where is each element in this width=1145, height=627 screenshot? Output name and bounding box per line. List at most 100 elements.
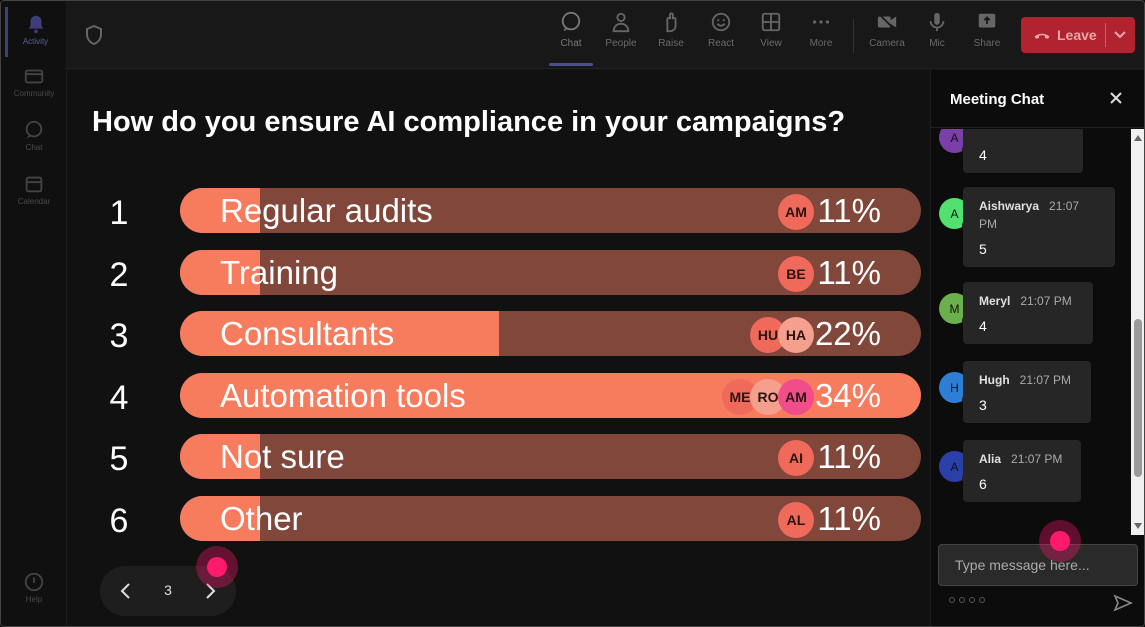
- option-bar[interactable]: Automation tools 34% ME RO AM: [180, 372, 921, 418]
- rail-item-label: Help: [25, 595, 43, 604]
- toolbar-more-button[interactable]: More: [799, 11, 843, 61]
- app-rail: Activity Community Chat Calendar Help: [1, 1, 67, 626]
- option-bar[interactable]: Regular audits 11% AM: [180, 188, 921, 233]
- community-icon: [24, 69, 44, 84]
- poll-option-row[interactable]: 6 Other 11% AL: [67, 495, 929, 542]
- toolbar-separator: [853, 19, 854, 53]
- people-icon: [612, 12, 630, 33]
- rail-item-activity[interactable]: Activity: [5, 7, 63, 57]
- message-bubble: Hugh 21:07 PM 3: [963, 361, 1091, 423]
- voter-avatar: AI: [778, 440, 814, 476]
- toolbar-raise-button[interactable]: Raise: [649, 11, 693, 61]
- toolbar-camera-button[interactable]: Camera: [865, 11, 909, 61]
- voter-avatar: BE: [778, 255, 814, 292]
- leave-button[interactable]: Leave: [1021, 17, 1135, 53]
- smiley-icon: [711, 12, 731, 32]
- message-body: 5: [979, 241, 987, 257]
- toolbar-share-button[interactable]: Share: [965, 11, 1009, 61]
- option-label: Training: [220, 253, 338, 291]
- shield-icon[interactable]: [85, 25, 103, 45]
- rail-item-label: Community: [13, 89, 55, 98]
- poll-option-row[interactable]: 2 Training 11% BE: [67, 249, 929, 296]
- toolbar-people-button[interactable]: People: [599, 11, 643, 61]
- emoji-icon[interactable]: [969, 597, 975, 603]
- option-label: Automation tools: [220, 376, 466, 414]
- rail-item-chat[interactable]: Chat: [5, 113, 63, 163]
- camera-off-icon: [877, 13, 897, 31]
- share-icon: [978, 13, 996, 28]
- chat-icon: [25, 120, 43, 139]
- chevron-down-icon[interactable]: [1113, 27, 1127, 41]
- toolbar-mic-button[interactable]: Mic: [915, 11, 959, 61]
- option-bar-fill: [180, 311, 499, 356]
- toolbar-button-label: People: [605, 38, 637, 49]
- send-icon[interactable]: [1113, 593, 1133, 613]
- voter-avatar: AM: [778, 378, 814, 415]
- rail-item-label: Calendar: [17, 197, 51, 206]
- option-bar[interactable]: Other 11% AL: [180, 495, 921, 541]
- chat-scrollbar[interactable]: [1131, 129, 1144, 535]
- option-label: Consultants: [220, 315, 395, 352]
- option-bar-fill: [180, 495, 260, 541]
- option-bar[interactable]: Not sure 11% AI: [180, 434, 921, 479]
- message-body: 4: [979, 318, 987, 334]
- option-number: 6: [109, 501, 129, 540]
- rail-item-calendar[interactable]: Calendar: [5, 167, 63, 217]
- option-percent: 22%: [814, 315, 881, 352]
- toolbar-react-button[interactable]: React: [699, 11, 743, 61]
- attach-icon[interactable]: [959, 597, 965, 603]
- rail-item-label: Chat: [25, 143, 43, 152]
- message-time: 21:07 PM: [1019, 373, 1072, 387]
- format-toolbar: [949, 597, 985, 603]
- message-time: 21:07 PM: [979, 199, 1080, 231]
- option-percent: 11%: [817, 253, 881, 291]
- poll-option-row[interactable]: 3 Consultants 22% HU HA: [67, 311, 929, 357]
- mic-icon: [929, 12, 945, 32]
- poll-option-row[interactable]: 1 Regular audits 11% AM: [67, 188, 929, 234]
- format-icon[interactable]: [949, 597, 955, 603]
- close-icon[interactable]: [1108, 90, 1124, 106]
- toolbar-chat-button[interactable]: Chat: [549, 11, 593, 66]
- option-bar[interactable]: Training 11% BE: [180, 249, 921, 295]
- toolbar-view-button[interactable]: View: [749, 11, 793, 61]
- poll-option-row[interactable]: 4 Automation tools 34% ME RO AM: [67, 372, 929, 419]
- rail-item-help[interactable]: Help: [5, 565, 63, 615]
- scroll-thumb[interactable]: [1134, 319, 1142, 477]
- meeting-toolbar: Chat People Raise React View More Camera: [67, 1, 1144, 69]
- option-bar-fill: [180, 434, 260, 479]
- voter-avatar: AM: [778, 194, 814, 230]
- scroll-up-arrow[interactable]: [1134, 135, 1142, 141]
- chevron-right-icon[interactable]: [198, 579, 222, 603]
- option-bar-fill: [180, 249, 260, 295]
- poll-option-row[interactable]: 5 Not sure 11% AI: [67, 434, 929, 480]
- leave-divider: [1105, 23, 1106, 47]
- chat-message-input[interactable]: [938, 544, 1138, 586]
- chevron-left-icon[interactable]: [114, 579, 138, 603]
- toolbar-button-label: React: [707, 38, 735, 49]
- grid-icon: [761, 12, 781, 32]
- message-bubble: Aishwarya 21:07 PM 5: [963, 187, 1115, 267]
- message-body: 3: [979, 397, 987, 413]
- voter-avatar: HU: [750, 317, 786, 353]
- rail-item-community[interactable]: Community: [5, 59, 63, 109]
- message-sender: Meryl: [979, 294, 1011, 308]
- option-label: Not sure: [220, 438, 345, 475]
- chat-icon: [561, 11, 581, 32]
- more-icon: [812, 20, 830, 24]
- chat-title: Meeting Chat: [950, 91, 1045, 108]
- option-bar[interactable]: Consultants 22% HU HA: [180, 311, 921, 356]
- chat-header: Meeting Chat: [931, 70, 1144, 128]
- toolbar-button-label: Camera: [869, 38, 905, 49]
- message-body: 4: [979, 147, 987, 163]
- message-time: 21:07 PM: [1020, 294, 1072, 308]
- rail-item-label: Activity: [22, 37, 49, 46]
- voter-avatar: HA: [778, 317, 814, 353]
- message-bubble: 4: [963, 129, 1083, 173]
- bell-icon: [28, 15, 43, 34]
- scroll-down-arrow[interactable]: [1134, 523, 1142, 529]
- voter-avatar: AL: [778, 501, 814, 538]
- toolbar-button-label: View: [760, 38, 782, 49]
- chat-message-list[interactable]: A 4 A Aishwarya 21:07 PM 5 M Meryl 21:07 P…: [931, 129, 1131, 535]
- gif-icon[interactable]: [979, 597, 985, 603]
